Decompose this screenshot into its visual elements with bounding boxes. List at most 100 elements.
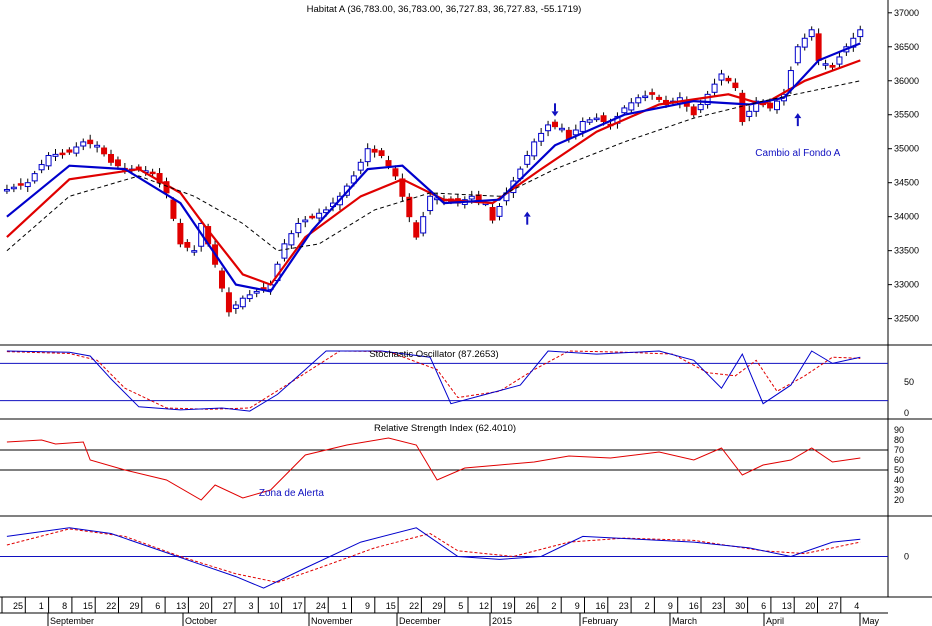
price-tick-label: 32500 <box>894 314 919 324</box>
day-label: 6 <box>761 601 766 611</box>
candle <box>579 121 586 132</box>
candle <box>718 73 725 81</box>
day-label: 3 <box>248 601 253 611</box>
day-label: 26 <box>526 601 536 611</box>
day-label: 9 <box>668 601 673 611</box>
candle <box>378 150 385 157</box>
oscillator-tick-label: 0 <box>904 552 909 562</box>
rsi-line <box>6 437 861 501</box>
candle <box>316 212 323 219</box>
day-label: 22 <box>106 601 116 611</box>
candle <box>628 102 635 111</box>
day-label: 10 <box>269 601 279 611</box>
day-label: 9 <box>365 601 370 611</box>
day-label: 27 <box>828 601 838 611</box>
candle <box>732 82 739 89</box>
annotation-text: Zona de Alerta <box>259 488 324 499</box>
stochastic-title: Stochastic Oscillator (87.2653) <box>369 349 498 360</box>
rsi-tick-label: 30 <box>894 485 904 495</box>
candle <box>815 33 822 61</box>
candle <box>572 129 579 136</box>
candle <box>17 183 24 186</box>
candle <box>364 148 371 163</box>
price-tick-label: 37000 <box>894 8 919 18</box>
rsi-tick-label: 20 <box>894 495 904 505</box>
arrow-head-icon <box>523 211 531 217</box>
candle <box>635 97 642 104</box>
day-label: 19 <box>502 601 512 611</box>
stochastic-d-line <box>6 350 861 410</box>
candle <box>739 92 746 123</box>
candle <box>413 222 420 238</box>
day-label: 30 <box>735 601 745 611</box>
price-tick-label: 33000 <box>894 280 919 290</box>
rsi-tick-label: 70 <box>894 445 904 455</box>
candle <box>545 124 552 132</box>
candle <box>857 29 864 38</box>
candle <box>191 250 198 253</box>
candle <box>406 196 413 218</box>
candle <box>73 146 80 154</box>
candle <box>552 121 558 128</box>
oscillator-signal-line <box>6 528 861 583</box>
candle <box>621 107 628 114</box>
moving-average-line <box>6 80 861 252</box>
candle <box>246 294 253 300</box>
price-tick-label: 35000 <box>894 144 919 154</box>
candle <box>725 77 732 82</box>
rsi-tick-label: 40 <box>894 475 904 485</box>
price-tick-label: 36500 <box>894 42 919 52</box>
arrow-head-icon <box>794 113 802 119</box>
day-label: 25 <box>13 601 23 611</box>
candle <box>468 195 475 200</box>
candle <box>94 144 101 148</box>
candle <box>87 139 94 145</box>
candle <box>642 95 649 99</box>
candle <box>114 159 121 167</box>
stochastic-k-line <box>6 350 861 412</box>
moving-average-line <box>6 59 861 286</box>
day-label: 27 <box>223 601 233 611</box>
candle <box>239 297 246 308</box>
arrow-head-icon <box>551 111 559 117</box>
day-label: 23 <box>619 601 629 611</box>
candle <box>538 132 545 142</box>
candle <box>219 270 225 289</box>
day-label: 20 <box>199 601 209 611</box>
candle <box>45 155 52 167</box>
candle <box>656 96 663 100</box>
day-label: 17 <box>293 601 303 611</box>
candle <box>704 93 711 106</box>
day-label: 6 <box>155 601 160 611</box>
candle <box>427 195 434 212</box>
day-label: 16 <box>689 601 699 611</box>
candle <box>31 173 38 182</box>
candle <box>600 115 607 123</box>
month-label: February <box>582 616 619 626</box>
day-label: 1 <box>342 601 347 611</box>
candle <box>392 168 399 177</box>
rsi-tick-label: 50 <box>894 465 904 475</box>
candle <box>586 119 593 123</box>
candle <box>288 233 295 246</box>
candle <box>281 243 288 259</box>
day-label: 24 <box>316 601 326 611</box>
candle <box>399 178 406 197</box>
candle <box>697 104 704 111</box>
candle <box>801 37 808 48</box>
candle <box>524 155 531 165</box>
candle <box>822 63 829 66</box>
month-label: November <box>311 616 353 626</box>
day-label: 15 <box>386 601 396 611</box>
candle <box>170 199 177 219</box>
month-label: May <box>862 616 880 626</box>
candle <box>156 173 163 184</box>
candle <box>101 147 108 155</box>
day-label: 1 <box>39 601 44 611</box>
candle <box>496 205 503 217</box>
candle <box>593 117 600 121</box>
candle <box>302 219 309 223</box>
candle <box>38 164 45 171</box>
candle <box>746 110 753 117</box>
